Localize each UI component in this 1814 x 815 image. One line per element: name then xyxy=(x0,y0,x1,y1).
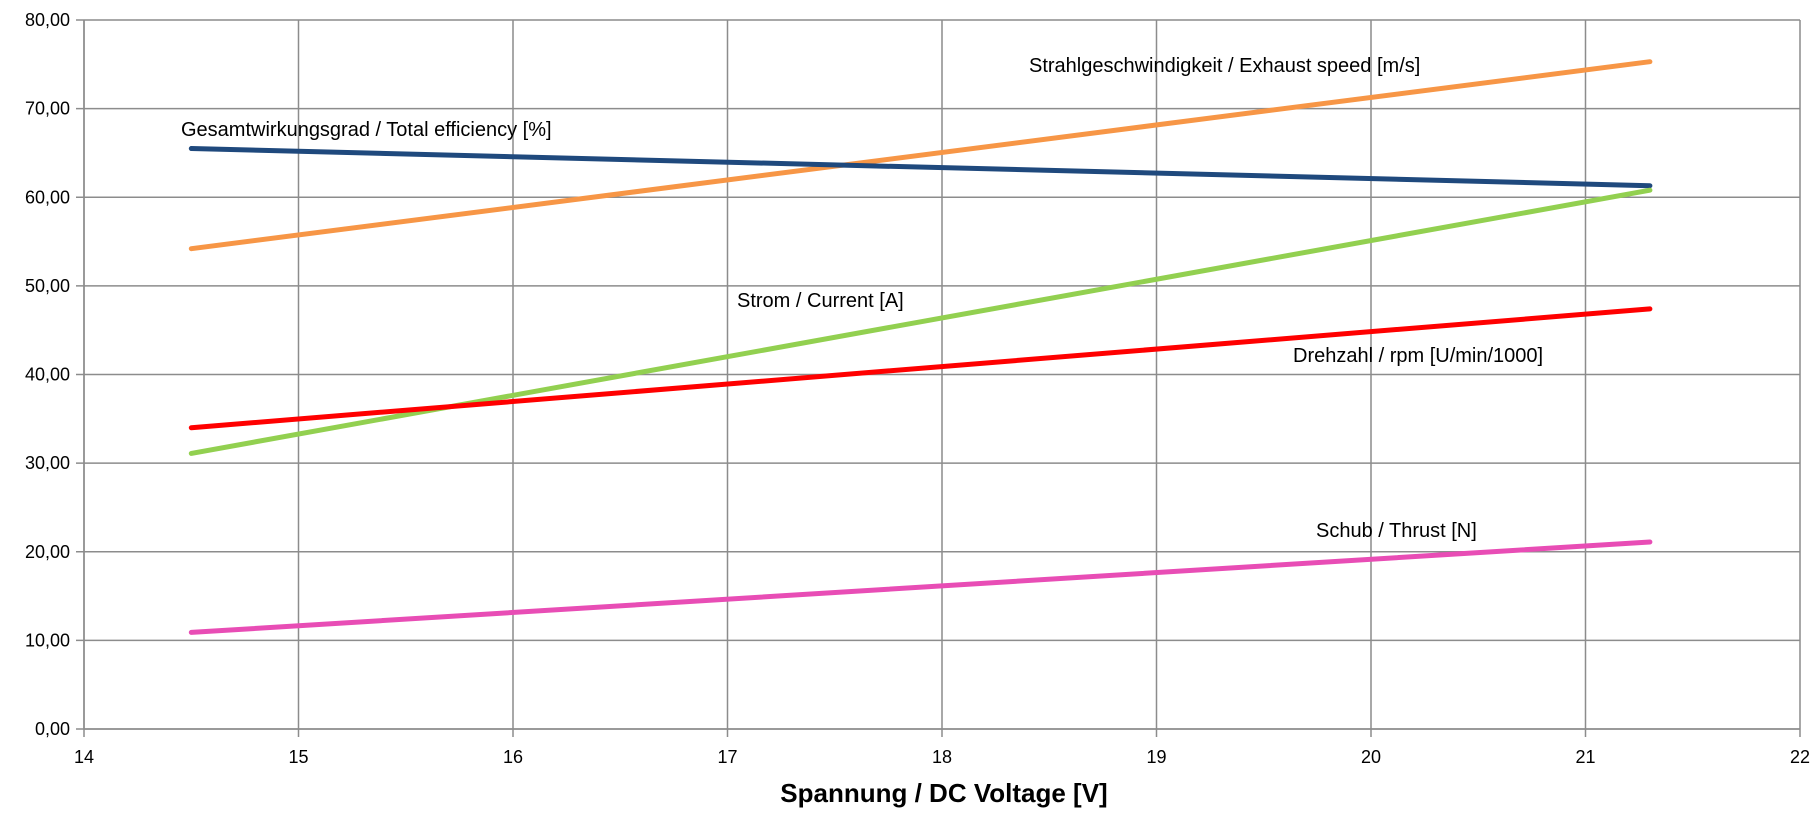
series-line xyxy=(188,306,1653,431)
axes: 0,00 10,00 20,00 30,00 40,00 50,00 60,00 70,00 8… xyxy=(25,10,1810,767)
y-tick-label: 50,00 xyxy=(25,276,70,296)
y-tick-label: 30,00 xyxy=(25,453,70,473)
series-label: Strahlgeschwindigkeit / Exhaust speed [m… xyxy=(1029,55,1420,77)
series-line xyxy=(188,539,1653,635)
y-tick-label: 70,00 xyxy=(25,99,70,119)
x-tick-label: 20 xyxy=(1361,747,1381,767)
y-tick-label: 0,00 xyxy=(35,719,70,739)
series-line xyxy=(188,146,1653,189)
x-tick-label: 17 xyxy=(717,747,737,767)
x-tick-label: 21 xyxy=(1575,747,1595,767)
x-axis-title: Spannung / DC Voltage [V] xyxy=(780,778,1107,808)
x-tick-label: 22 xyxy=(1790,747,1810,767)
y-tick-label: 10,00 xyxy=(25,630,70,650)
y-tick-label: 80,00 xyxy=(25,10,70,30)
series-labels: Strahlgeschwindigkeit / Exhaust speed [m… xyxy=(181,55,1543,542)
x-tick-label: 19 xyxy=(1146,747,1166,767)
series-label: Gesamtwirkungsgrad / Total efficiency [%… xyxy=(181,119,552,141)
series-label: Schub / Thrust [N] xyxy=(1316,520,1477,542)
y-tick-label: 60,00 xyxy=(25,187,70,207)
series-label: Strom / Current [A] xyxy=(737,290,904,312)
x-tick-label: 14 xyxy=(74,747,94,767)
x-tick-label: 16 xyxy=(503,747,523,767)
series-line xyxy=(188,59,1653,252)
x-tick-label: 18 xyxy=(932,747,952,767)
y-tick-label: 20,00 xyxy=(25,542,70,562)
series-lines xyxy=(188,59,1653,635)
x-tick-label: 15 xyxy=(288,747,308,767)
y-tick-label: 40,00 xyxy=(25,365,70,385)
series-label: Drehzahl / rpm [U/min/1000] xyxy=(1293,345,1543,367)
